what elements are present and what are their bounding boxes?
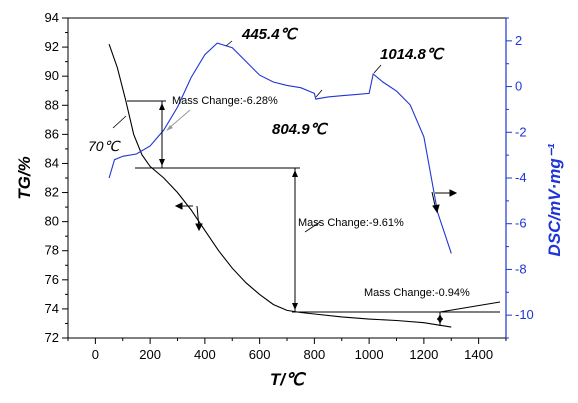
left-tick-label: 88 xyxy=(45,97,59,112)
right-tick-label: -8 xyxy=(515,261,527,276)
left-tick-label: 74 xyxy=(45,301,59,316)
left-tick-label: 78 xyxy=(45,243,59,258)
mass-change-guides xyxy=(127,100,501,326)
right-tick-label: 0 xyxy=(515,79,522,94)
right-tick-label: -6 xyxy=(515,216,527,231)
left-tick-label: 80 xyxy=(45,214,59,229)
x-tick-label: 1400 xyxy=(464,347,493,362)
dsc-series-line xyxy=(108,42,452,254)
x-tick-label: 400 xyxy=(194,347,216,362)
x-tick-label: 1000 xyxy=(355,347,384,362)
x-axis-ticks: 0 200 400 600 800 1000 1200 1400 xyxy=(67,338,507,362)
axis-direction-arrows xyxy=(174,189,458,232)
left-axis-ticks: 72 74 76 78 80 82 84 86 88 90 92 94 xyxy=(45,10,68,345)
left-tick-label: 76 xyxy=(45,272,59,287)
annotation-leaders xyxy=(112,40,382,233)
x-tick-label: 600 xyxy=(249,347,271,362)
peak-label-445: 445.4℃ xyxy=(241,26,299,43)
left-tick-label: 90 xyxy=(45,68,59,83)
x-tick-label: 800 xyxy=(304,347,326,362)
left-tick-label: 82 xyxy=(45,185,59,200)
x-tick-label: 1200 xyxy=(409,347,438,362)
mass-change-label-1: Mass Change:-6.28% xyxy=(172,95,278,107)
left-axis-title: TG/% xyxy=(15,156,34,199)
grey-leader xyxy=(167,109,191,130)
right-tick-label: -4 xyxy=(515,170,527,185)
x-tick-label: 200 xyxy=(139,347,161,362)
tg-series-line xyxy=(108,44,452,328)
peak-label-805: 804.9℃ xyxy=(272,121,329,138)
right-tick-label: -2 xyxy=(515,124,527,139)
right-tick-label: -10 xyxy=(515,307,534,322)
peak-label-1015: 1014.8℃ xyxy=(380,46,445,63)
left-tick-label: 92 xyxy=(45,39,59,54)
mass-change-label-2: Mass Change:-9.61% xyxy=(298,217,404,229)
left-tick-label: 94 xyxy=(45,10,59,25)
arrowheads xyxy=(159,103,443,324)
right-axis-ticks: -10 -8 -6 -4 -2 0 2 xyxy=(506,17,534,339)
right-axis-title: DSC/mV·mg⁻¹ xyxy=(545,143,564,256)
x-tick-label: 0 xyxy=(92,347,99,362)
start-temp-label: 70℃ xyxy=(88,138,122,154)
left-tick-label: 86 xyxy=(45,126,59,141)
left-tick-label: 84 xyxy=(45,155,59,170)
right-tick-label: 2 xyxy=(515,33,522,48)
left-tick-label: 72 xyxy=(45,330,59,345)
mass-change-label-3: Mass Change:-0.94% xyxy=(364,287,470,299)
grey-arrowhead xyxy=(166,125,173,131)
x-axis-title: T/℃ xyxy=(270,370,307,389)
